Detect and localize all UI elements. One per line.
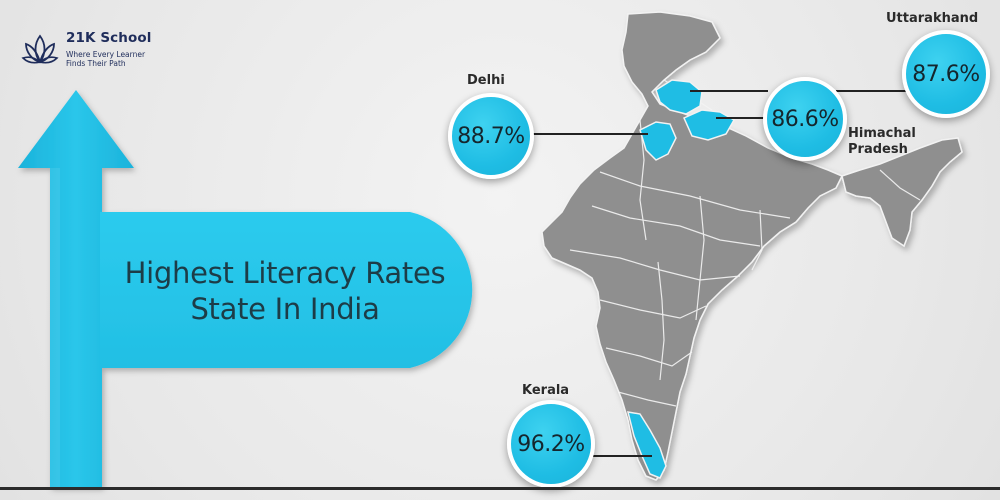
uttarakhand-rate: 87.6% bbox=[912, 61, 980, 87]
himachal-label-line2: Pradesh bbox=[848, 142, 908, 157]
delhi-rate: 88.7% bbox=[457, 123, 525, 149]
brand-tagline: Where Every Learner Finds Their Path bbox=[66, 50, 176, 68]
uttarakhand-label: Uttarakhand bbox=[886, 11, 979, 26]
lotus-icon bbox=[21, 34, 59, 64]
brand-tagline-line1: Where Every Learner bbox=[66, 50, 146, 59]
uttarakhand-connector-right bbox=[836, 90, 914, 92]
uttarakhand-connector bbox=[716, 117, 768, 119]
kerala-connector bbox=[590, 455, 652, 457]
kerala-label: Kerala bbox=[522, 383, 570, 398]
delhi-connector bbox=[530, 133, 648, 135]
delhi-rate-bubble: 88.7% bbox=[448, 93, 534, 179]
floor-line bbox=[0, 487, 1000, 490]
himachal-label-line1: Himachal bbox=[848, 126, 916, 141]
himachal-rate: 86.6% bbox=[771, 106, 839, 132]
himachal-label: Himachal Pradesh bbox=[848, 126, 916, 158]
kerala-region bbox=[626, 411, 667, 479]
brand-tagline-line2: Finds Their Path bbox=[66, 59, 126, 68]
brand-name: 21K School bbox=[66, 30, 152, 46]
uttarakhand-rate-bubble: 87.6% bbox=[902, 30, 990, 118]
headline-line1: Highest Literacy Rates bbox=[124, 256, 446, 290]
headline-line2: State In India bbox=[190, 292, 380, 326]
headline: Highest Literacy Rates State In India bbox=[90, 255, 480, 327]
delhi-region bbox=[639, 121, 677, 161]
delhi-label: Delhi bbox=[467, 73, 505, 88]
india-northeast bbox=[841, 137, 963, 248]
kerala-rate-bubble: 96.2% bbox=[507, 400, 595, 488]
himachal-rate-bubble: 86.6% bbox=[763, 77, 847, 161]
himachal-pradesh-region bbox=[655, 79, 703, 115]
himachal-connector bbox=[690, 90, 768, 92]
kerala-rate: 96.2% bbox=[517, 431, 585, 457]
brand-logo: 21K School Where Every Learner Finds The… bbox=[18, 28, 178, 72]
